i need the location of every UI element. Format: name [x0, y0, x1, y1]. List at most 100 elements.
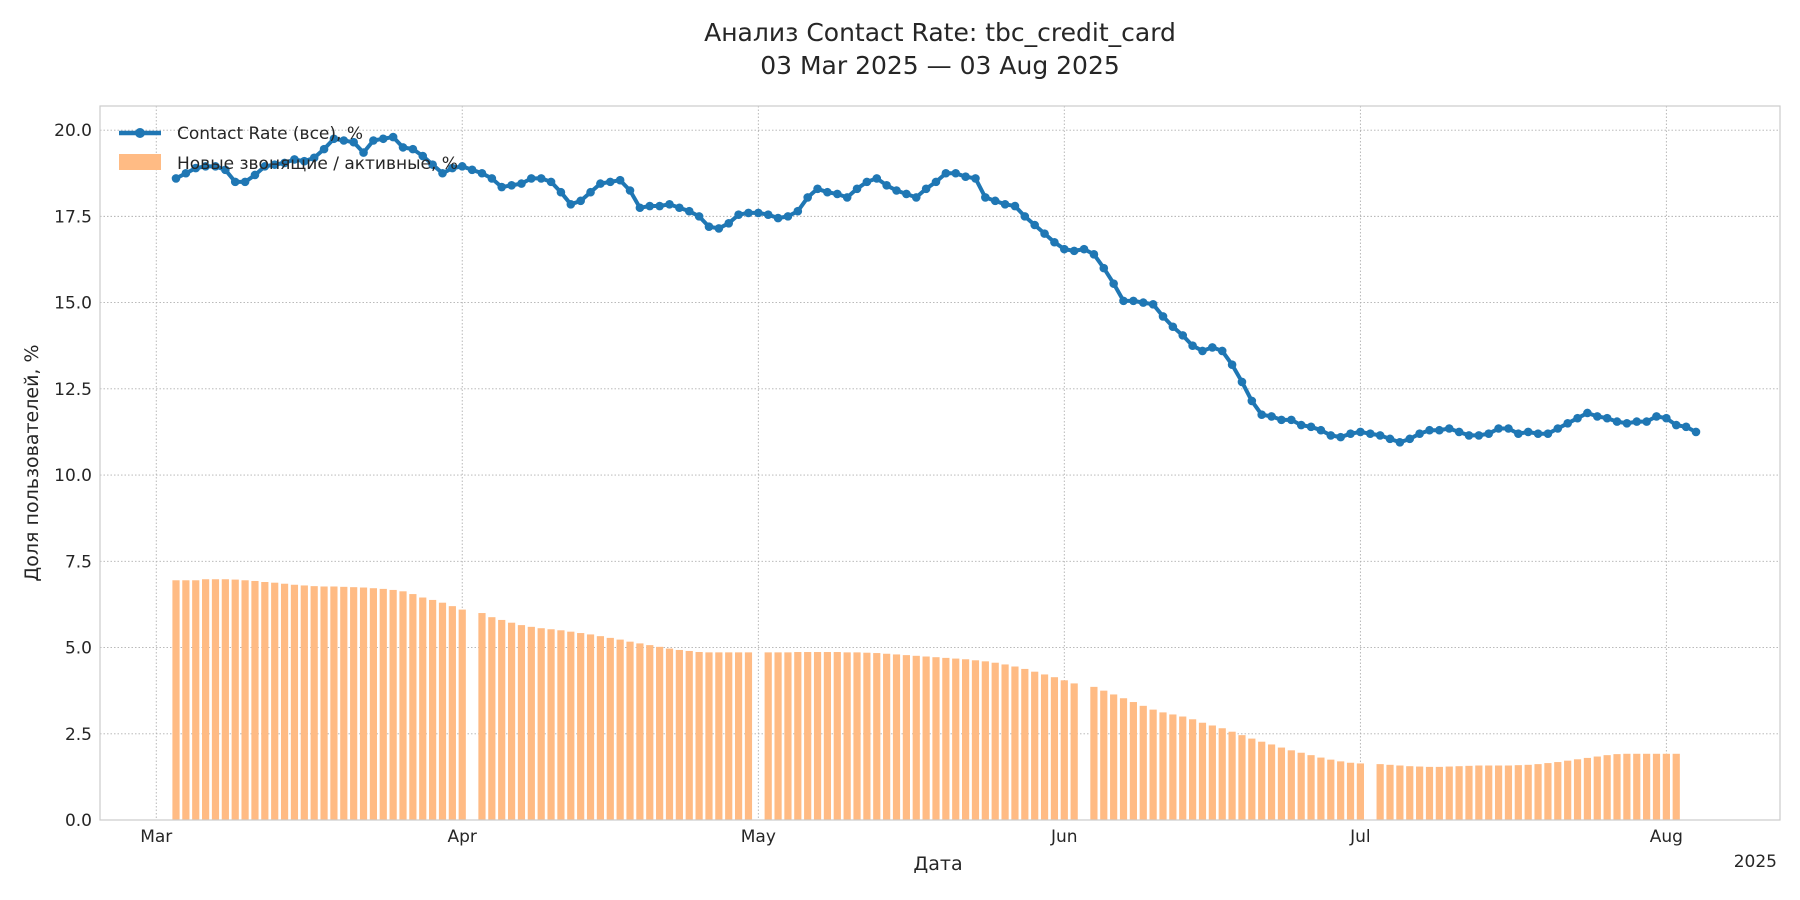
x-tick-label: Aug: [1650, 827, 1683, 847]
bar: [527, 626, 535, 820]
line-point: [1287, 415, 1296, 425]
bar: [478, 613, 486, 820]
line-point: [1504, 424, 1513, 433]
line-point: [852, 184, 862, 194]
line-point: [1671, 420, 1681, 430]
line-point: [1375, 431, 1385, 440]
line-point: [300, 156, 309, 166]
bar: [1090, 686, 1098, 820]
line-point: [754, 208, 763, 218]
bar: [1119, 698, 1128, 820]
line-point: [1040, 229, 1049, 238]
bar: [596, 636, 605, 820]
bar: [892, 654, 901, 820]
bar: [1169, 714, 1177, 820]
line-point: [951, 168, 961, 178]
y-tick-label: 5.0: [65, 639, 92, 659]
bar: [251, 580, 259, 820]
bar: [705, 652, 713, 820]
line-point: [783, 212, 793, 221]
line-point: [1129, 296, 1138, 306]
line-point: [556, 187, 566, 197]
line-point: [625, 186, 635, 195]
line-point: [981, 193, 990, 202]
bar: [389, 589, 397, 820]
bar: [626, 641, 634, 820]
bar: [715, 652, 723, 820]
line-point: [931, 177, 941, 187]
bar: [734, 652, 743, 820]
bar: [1346, 762, 1355, 820]
legend-label-line: Contact Rate (все), %: [177, 124, 363, 144]
line-point: [1563, 419, 1572, 428]
line-point: [497, 182, 507, 192]
bar: [1287, 750, 1295, 820]
bar: [1564, 760, 1572, 820]
bar: [853, 652, 861, 820]
line-point: [517, 179, 526, 188]
line-point: [1188, 341, 1197, 351]
line-point: [448, 163, 457, 173]
line-point: [645, 201, 655, 211]
bar: [794, 652, 802, 820]
bar: [685, 650, 693, 820]
bar: [517, 625, 526, 820]
bar: [1504, 765, 1513, 820]
bar: [1386, 764, 1394, 820]
line-point: [388, 132, 398, 142]
bar: [1159, 712, 1167, 820]
plot-frame: [99, 105, 1781, 821]
bar: [1435, 766, 1443, 820]
line-point: [1602, 413, 1612, 423]
line-point: [250, 170, 260, 180]
line-point: [1010, 201, 1020, 211]
bar: [1633, 753, 1641, 820]
bar: [429, 599, 437, 820]
line-point: [576, 196, 585, 206]
bar-series: [172, 579, 1680, 820]
y-axis-ticks: 0.0 2.5 5.0 7.5 10.0 12.5 15.0 17.5 20.0: [54, 121, 92, 831]
bar: [1208, 725, 1216, 820]
bar: [636, 643, 644, 820]
line-point: [734, 210, 743, 219]
bar: [1465, 765, 1473, 820]
line-point: [1385, 434, 1395, 444]
line-point: [882, 181, 891, 190]
bar: [1524, 764, 1532, 820]
line-point: [1484, 429, 1494, 438]
bar: [665, 648, 674, 820]
line-point: [1217, 346, 1227, 356]
line-point: [655, 201, 664, 211]
bar: [1652, 753, 1661, 820]
bar: [646, 645, 654, 820]
line-point: [1158, 312, 1168, 321]
x-axis-year-label: 2025: [1734, 852, 1777, 872]
bar: [290, 584, 299, 820]
bar: [1356, 763, 1364, 820]
line-point: [467, 165, 477, 175]
y-tick-label: 12.5: [54, 380, 92, 400]
line-point: [1060, 244, 1069, 254]
line-point: [1454, 427, 1464, 437]
bar: [873, 653, 881, 820]
bar: [320, 586, 328, 820]
bar: [1603, 755, 1611, 820]
bar: [1376, 764, 1384, 820]
line-point: [941, 168, 951, 178]
bar: [1110, 694, 1118, 820]
bar: [192, 580, 200, 820]
line-point: [1681, 422, 1691, 432]
line-point: [1277, 415, 1286, 425]
line-point: [1425, 425, 1434, 435]
line-point: [1553, 424, 1563, 433]
line-point: [1444, 424, 1454, 433]
bar: [843, 652, 851, 820]
bar: [813, 652, 822, 820]
bar: [774, 652, 782, 820]
bar: [1583, 757, 1592, 820]
line-point: [1583, 408, 1592, 418]
line-point: [1208, 343, 1217, 352]
bar: [1307, 755, 1315, 820]
bar: [962, 659, 970, 820]
line-point: [1079, 244, 1089, 254]
